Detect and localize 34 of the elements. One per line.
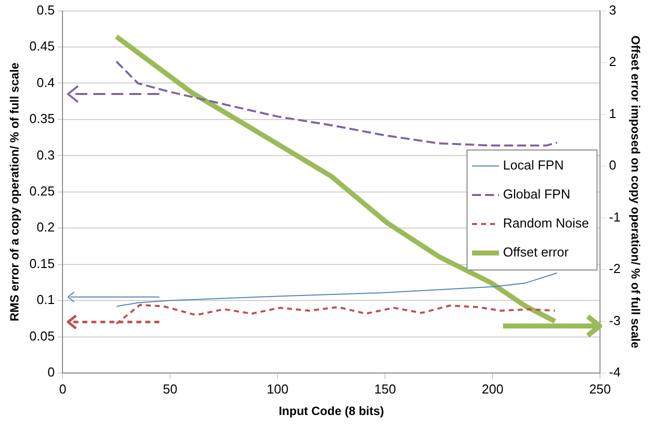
y2-tick-label: -3 xyxy=(609,312,621,328)
legend-label: Offset error xyxy=(503,244,570,260)
y-axis-title: RMS error of a copy operation/ % of full scale xyxy=(8,62,22,322)
x-tick-label: 200 xyxy=(482,381,504,396)
y2-tick-label: -4 xyxy=(609,364,621,380)
y-tick-label: 0.35 xyxy=(29,111,55,126)
y-tick-label: 0.4 xyxy=(36,74,55,90)
line-series xyxy=(115,60,558,147)
y-tick-label: 0.1 xyxy=(36,292,55,308)
x-tick-label: 100 xyxy=(266,381,288,396)
x-tick-label: 150 xyxy=(374,381,396,396)
y-tick-label: 0.5 xyxy=(36,2,55,18)
y-tick-label: 0.2 xyxy=(36,220,55,235)
y2-tick-label: 2 xyxy=(609,54,616,70)
y-tick-label: 0.45 xyxy=(29,38,55,54)
y-tick-label: 0 xyxy=(47,364,55,380)
line-series xyxy=(115,304,556,325)
y2-tick-label: -2 xyxy=(609,261,621,276)
legend-label: Random Noise xyxy=(503,216,590,231)
legend-label: Global FPN xyxy=(503,186,570,202)
y2-tick-label: 0 xyxy=(609,158,616,173)
y-tick-label: 0.15 xyxy=(29,256,55,271)
y2-tick-label: 3 xyxy=(609,2,616,18)
x-tick-label: 50 xyxy=(162,381,178,396)
y-tick-label: 0.3 xyxy=(36,147,55,162)
x-tick-label: 0 xyxy=(59,381,66,396)
y-tick-label: 0.25 xyxy=(29,183,55,198)
x-tick-label: 250 xyxy=(589,381,611,396)
y-tick-label: 0.05 xyxy=(29,328,55,344)
x-axis-title: Input Code (8 bits) xyxy=(278,404,384,418)
y2-tick-label: -1 xyxy=(609,209,621,224)
y2-tick-label: 1 xyxy=(609,106,616,121)
legend-label: Local FPN xyxy=(503,158,564,173)
y2-axis-title: Offset error imposed on copy operation/ % of full scale xyxy=(628,36,642,349)
